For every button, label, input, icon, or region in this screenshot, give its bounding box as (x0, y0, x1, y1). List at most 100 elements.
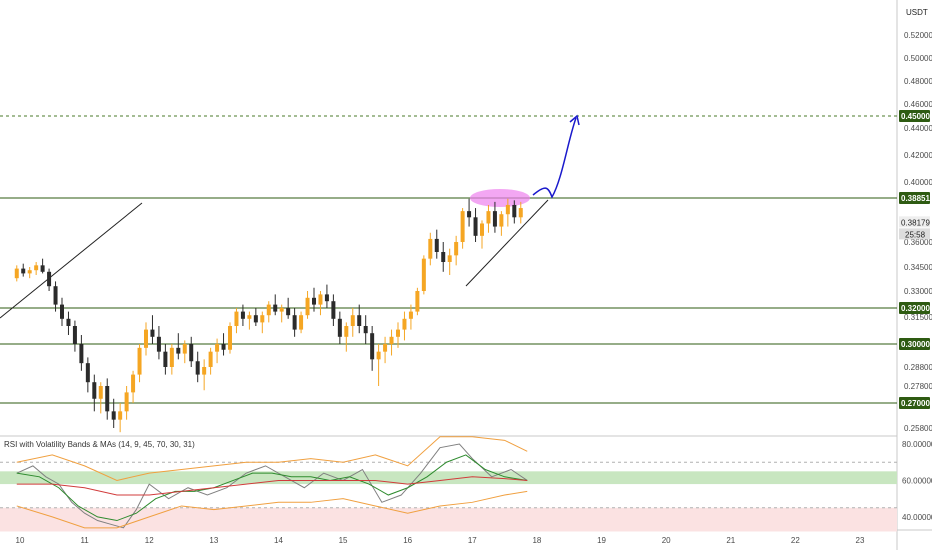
candle-body (312, 297, 316, 305)
candle-body (163, 351, 168, 367)
candle-body (98, 386, 103, 399)
candle-body (60, 304, 64, 319)
price-tick-label: 0.50000 (904, 54, 932, 63)
candle-body (512, 204, 517, 218)
candle-body (408, 311, 413, 319)
rsi-band-1 (0, 507, 897, 532)
candle-body (428, 238, 433, 259)
price-tick-label: 0.31500 (904, 313, 932, 322)
projection-arrow-path[interactable] (532, 117, 577, 199)
trend-line-left[interactable] (0, 202, 143, 319)
countdown-tag (899, 228, 930, 240)
candle-body (85, 363, 90, 383)
time-tick-label: 11 (80, 536, 89, 545)
candles (14, 198, 523, 433)
candle-body (396, 329, 400, 337)
time-axis[interactable]: 10 11 12 13 14 15 16 17 18 19 20 21 22 23 (16, 536, 865, 545)
rsi-series-line-3 (16, 436, 528, 481)
level-tag-1 (899, 192, 930, 204)
rsi-indicator-title[interactable]: RSI with Volatility Bands & MAs (14, 9, … (4, 440, 195, 449)
candle-body (305, 297, 310, 316)
candle-body (92, 382, 97, 399)
triangle-support-line[interactable] (465, 199, 549, 287)
price-tick-label: 0.42000 (904, 151, 932, 160)
rsi-series-line-0 (16, 443, 528, 529)
price-tick-label: 0.44000 (904, 124, 932, 133)
time-tick-label: 16 (403, 536, 412, 545)
candle-body (441, 252, 446, 262)
level-tag-label: 0.32000 (901, 304, 930, 313)
candle-body (486, 211, 491, 224)
candle-body (137, 347, 142, 375)
candle-body (370, 333, 375, 360)
candle-body (215, 344, 220, 352)
projection-arrowhead (569, 114, 580, 126)
candle-body (480, 223, 484, 236)
candle-body (383, 344, 388, 352)
rsi-series-line-4 (16, 490, 528, 529)
candle-body (421, 258, 426, 291)
price-tick-label: 0.28800 (904, 363, 932, 372)
candle-body (66, 318, 71, 326)
candle-body (324, 294, 329, 302)
candle-body (363, 326, 368, 334)
candle-body (195, 361, 200, 375)
candle-body (402, 318, 407, 330)
candle-body (389, 336, 394, 344)
time-tick-label: 15 (339, 536, 348, 545)
rsi-series-line-1 (16, 454, 528, 522)
candle-body (467, 211, 472, 218)
candle-body (499, 214, 504, 227)
price-axis[interactable]: 0.52000 0.50000 0.48000 0.46000 0.44000 0.420… (902, 31, 932, 522)
candle-body (150, 329, 155, 337)
candle-body (105, 386, 110, 412)
candle-body (292, 315, 297, 330)
candle-body (53, 286, 58, 305)
level-tag-3 (899, 338, 930, 350)
candle-body (234, 311, 239, 326)
time-tick-label: 13 (209, 536, 218, 545)
candle-body (176, 347, 181, 354)
candle-body (454, 242, 459, 256)
candle-body (253, 315, 258, 323)
current-price-tag (899, 216, 930, 228)
candle-body (273, 304, 278, 312)
candle-body (72, 326, 77, 344)
level-tag-4 (899, 397, 930, 409)
rsi-pane (0, 436, 897, 532)
time-tick-label: 14 (274, 536, 283, 545)
resistance-highlight-ellipse[interactable] (470, 189, 530, 207)
candle-body (376, 351, 381, 360)
candle-body (415, 291, 420, 312)
candle-body (189, 344, 194, 362)
candle-body (21, 268, 26, 274)
candle-body (460, 211, 465, 242)
level-tag-0 (899, 110, 930, 122)
candle-body (492, 211, 497, 227)
candle-body (260, 315, 265, 323)
horizontal-levels (0, 115, 897, 404)
time-tick-label: 12 (145, 536, 154, 545)
level-tag-label: 0.27000 (901, 399, 930, 408)
candle-body (331, 301, 336, 319)
price-tags: 0.45000 0.38851 0.32000 0.30000 0.27000 0.381… (899, 110, 930, 409)
candle-body (14, 268, 19, 279)
rsi-series-line-2 (16, 476, 528, 496)
current-price-label: 0.38179 (901, 218, 930, 227)
price-tick-label: 0.33000 (904, 287, 932, 296)
price-tick-label: 0.40000 (904, 178, 932, 187)
candle-body (169, 347, 174, 367)
candle-body (518, 208, 523, 218)
level-tag-2 (899, 302, 930, 314)
candle-body (47, 271, 52, 287)
time-tick-label: 23 (856, 536, 865, 545)
countdown-label: 25:58 (905, 230, 926, 239)
candle-body (318, 294, 323, 305)
candle-body (34, 265, 39, 271)
price-tick-label: 0.34500 (904, 263, 932, 272)
candle-body (357, 315, 362, 326)
